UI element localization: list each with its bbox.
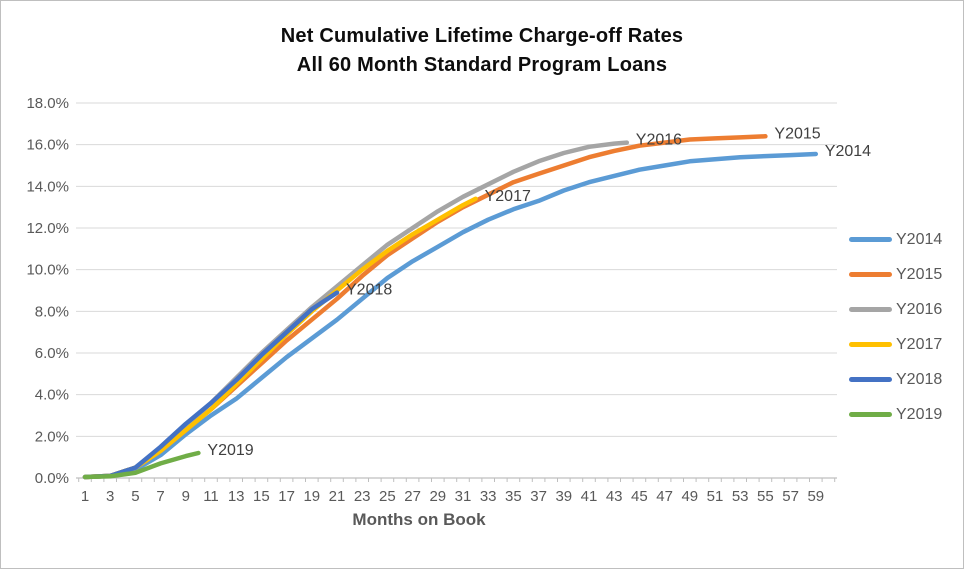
x-axis-tick-label: 1 (81, 488, 89, 505)
x-axis-tick-label: 19 (303, 488, 320, 505)
series-line-y2016 (82, 140, 630, 480)
legend-item-y2017: Y2017 (849, 327, 942, 362)
legend-item-y2019: Y2019 (849, 397, 942, 432)
series-end-label-y2019: Y2019 (207, 442, 253, 459)
y-axis-tick-label: 0.0% (35, 470, 69, 487)
x-axis-tick-label: 43 (606, 488, 623, 505)
series-end-label-y2016: Y2016 (636, 132, 682, 149)
legend-label: Y2016 (896, 300, 943, 318)
y-axis-tick-label: 14.0% (26, 178, 69, 195)
legend-line-swatch-icon (849, 272, 892, 277)
x-axis-tick-label: 21 (329, 488, 346, 505)
x-axis-tick-label: 35 (505, 488, 522, 505)
y-axis-tick-label: 6.0% (35, 345, 69, 362)
series-end-label-y2017: Y2017 (485, 188, 531, 205)
legend-item-y2016: Y2016 (849, 292, 942, 327)
legend-item-y2015: Y2015 (849, 257, 942, 292)
legend-label: Y2015 (896, 265, 943, 283)
legend-line-swatch-icon (849, 237, 892, 242)
chart-title: Net Cumulative Lifetime Charge-off Rates… (1, 22, 963, 80)
series-end-label-y2018: Y2018 (346, 282, 392, 299)
series-line-y2018 (82, 290, 340, 480)
x-axis-tick-label: 29 (429, 488, 446, 505)
x-axis-tick-label: 37 (530, 488, 547, 505)
y-axis-tick-label: 18.0% (26, 95, 69, 112)
legend-item-y2014: Y2014 (849, 222, 942, 257)
x-axis-tick-label: 53 (732, 488, 749, 505)
x-axis-tick-label: 25 (379, 488, 396, 505)
x-axis-tick-label: 27 (404, 488, 421, 505)
x-axis-tick-label: 15 (253, 488, 270, 505)
x-axis-tick-label: 45 (631, 488, 648, 505)
series-end-label-y2014: Y2014 (825, 143, 871, 160)
legend-label: Y2017 (896, 335, 943, 353)
y-axis-tick-label: 2.0% (35, 428, 69, 445)
x-axis-tick-label: 57 (782, 488, 799, 505)
x-axis-tick-label: 31 (455, 488, 472, 505)
y-axis-tick-label: 8.0% (35, 303, 69, 320)
chart-legend: Y2014 Y2015 Y2016 Y2017 Y2018 Y2019 (849, 222, 942, 432)
legend-label: Y2014 (896, 230, 943, 248)
legend-line-swatch-icon (849, 307, 892, 312)
y-axis-tick-label: 12.0% (26, 220, 69, 237)
x-axis-tick-label: 13 (228, 488, 245, 505)
chart-title-line1: Net Cumulative Lifetime Charge-off Rates (280, 25, 684, 47)
y-axis-tick-label: 4.0% (35, 387, 69, 404)
x-axis-tick-label: 51 (707, 488, 724, 505)
x-axis-tick-label: 9 (182, 488, 190, 505)
legend-line-swatch-icon (849, 377, 892, 382)
x-axis-tick-label: 55 (757, 488, 774, 505)
x-axis-tick-label: 47 (656, 488, 673, 505)
chart-title-line2: All 60 Month Standard Program Loans (296, 54, 668, 76)
x-axis-tick-label: 7 (156, 488, 164, 505)
x-axis-tick-label: 23 (354, 488, 371, 505)
x-axis-tick-label: 5 (131, 488, 139, 505)
legend-label: Y2019 (896, 405, 943, 423)
x-axis-tick-label: 49 (681, 488, 698, 505)
x-axis-tick-label: 17 (278, 488, 295, 505)
x-axis-tick-label: 3 (106, 488, 114, 505)
series-end-label-y2015: Y2015 (774, 125, 820, 142)
x-axis-tick-label: 59 (807, 488, 824, 505)
x-axis-tick-label: 11 (203, 488, 219, 505)
legend-item-y2018: Y2018 (849, 362, 942, 397)
y-axis-tick-label: 10.0% (26, 262, 69, 279)
series-line-y2019 (82, 450, 201, 480)
legend-line-swatch-icon (849, 342, 892, 347)
series-line-y2014 (82, 151, 819, 480)
x-axis-tick-label: 33 (480, 488, 497, 505)
x-axis-title: Months on Book (352, 510, 486, 529)
x-axis-tick-label: 39 (555, 488, 572, 505)
legend-line-swatch-icon (849, 412, 892, 417)
x-axis-tick-label: 41 (581, 488, 598, 505)
legend-label: Y2018 (896, 370, 943, 388)
y-axis-tick-label: 16.0% (26, 137, 69, 154)
